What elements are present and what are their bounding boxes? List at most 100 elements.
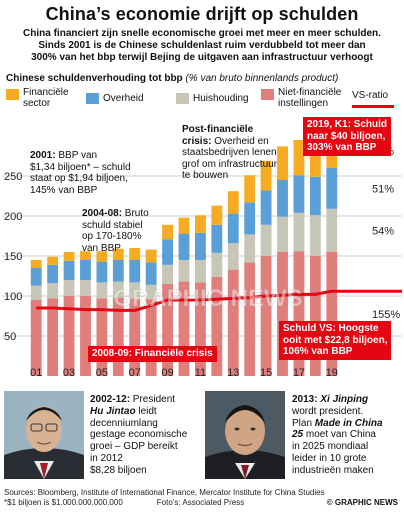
- bar-segment-financial: [211, 205, 223, 225]
- bar-segment-nonfinancial: [129, 298, 141, 376]
- legend-nonfinancial-line1: Niet-financiële: [278, 87, 342, 98]
- hu-l4: gestage economische: [90, 429, 188, 441]
- bar-segment-nonfinancial: [244, 262, 256, 376]
- apost-l0: Post-financiële: [182, 124, 254, 135]
- bar-segment-nonfinancial: [112, 297, 124, 376]
- right-label: 155%: [372, 309, 400, 321]
- bar-segment-financial: [129, 248, 141, 260]
- bar-segment-household: [293, 212, 305, 252]
- bar-segment-government: [309, 176, 321, 216]
- a2019-l3: 303% van BBP: [307, 142, 377, 153]
- caption-xi-jinping: 2013: Xi Jinping wordt president. Plan M…: [292, 394, 383, 477]
- x-tick-label: 05: [96, 367, 108, 379]
- hu-name: Hu Jintao: [90, 405, 136, 417]
- bar-segment-household: [195, 260, 206, 283]
- bar-segment-government: [211, 224, 223, 253]
- xi-l1: wordt president.: [292, 405, 364, 417]
- bar-segment-household: [244, 234, 256, 263]
- callout-us: Schuld VS: Hoogste ooit met $22,8 biljoe…: [279, 321, 392, 360]
- a2001-l3: staat op $1,94 biljoen,: [30, 173, 128, 184]
- x-tick-label: 19: [326, 367, 338, 379]
- a2019-l1: 2019, K1: Schuld: [307, 119, 388, 130]
- bar-segment-government: [112, 260, 124, 282]
- y-tick-label: 200: [4, 211, 22, 223]
- legend-financial-line1: Financiële: [23, 87, 69, 98]
- bar-segment-nonfinancial: [162, 284, 173, 376]
- bar-segment-household: [178, 260, 190, 282]
- legend: Financiële sector Overheid Huishouding N…: [6, 87, 398, 117]
- legend-swatch-household: [176, 93, 189, 104]
- page-title: China’s economie drijft op schulden: [45, 4, 359, 24]
- xi-l5: leider in 10 grote: [292, 452, 367, 464]
- bar-segment-household: [30, 285, 42, 300]
- apost-l2: Overheid en: [211, 135, 269, 147]
- bar-segment-government: [260, 190, 272, 225]
- legend-nonfinancial: Niet-financiële instellingen: [278, 87, 341, 109]
- subtitle: China financiert zijn snelle economische…: [6, 28, 398, 65]
- apost-l3: staatsbedrijven lenen: [182, 147, 277, 158]
- y-tick-label: 100: [4, 291, 22, 303]
- y-tick-label: 150: [4, 251, 22, 263]
- bar-segment-nonfinancial: [30, 300, 42, 376]
- legend-swatch-financial: [6, 89, 19, 100]
- bar-segment-government: [293, 175, 305, 213]
- y-tick-labels: 50 100 150 200 250: [4, 171, 22, 343]
- bar-segment-household: [277, 216, 288, 252]
- footnote: *$1 biljoen is $1.000.000.000.000: [4, 497, 123, 507]
- y-tick-label: 50: [4, 331, 16, 343]
- bar-segment-household: [63, 280, 75, 296]
- us-ratio-polyline: [36, 289, 402, 312]
- bar-segment-nonfinancial: [293, 251, 305, 376]
- x-tick-label: 09: [161, 367, 173, 379]
- xi-name: Xi Jinping: [317, 394, 369, 405]
- bar-segment-nonfinancial: [47, 298, 59, 376]
- watermark: GRAPHIC NEWS: [113, 285, 302, 312]
- bar-segment-household: [260, 224, 272, 256]
- apost-l1: crisis:: [182, 135, 212, 147]
- bar-segment-government: [162, 239, 173, 265]
- bar-segment-government: [80, 260, 91, 280]
- a2001-l4: 145% van BBP: [30, 184, 98, 196]
- bar-segment-government: [227, 213, 239, 244]
- bar-segment-household: [80, 280, 91, 296]
- hu-l5: groei – GDP bereikt: [90, 441, 178, 453]
- chart-heading-label: Chinese schuldenverhouding tot bbp: [6, 73, 183, 84]
- subtitle-line-1: China financiert zijn snelle economische…: [23, 28, 381, 39]
- bar-segment-financial: [63, 252, 75, 261]
- photo-hu-jintao: [4, 391, 84, 479]
- a2004-l1: Bruto: [122, 208, 149, 219]
- bar-segment-nonfinancial: [63, 296, 75, 376]
- hu-l2: leidt: [135, 405, 157, 417]
- a2004-l2: schuld stabiel: [82, 219, 143, 231]
- hu-l7: $8,28 biljoen: [90, 464, 147, 476]
- bar-segment-financial: [309, 144, 321, 177]
- bar-segment-financial: [47, 256, 59, 265]
- a2001-l1: BBP van: [55, 150, 98, 161]
- bar-segment-nonfinancial: [145, 299, 157, 376]
- bar-segment-nonfinancial: [277, 252, 288, 376]
- x-tick-label: 17: [293, 367, 305, 379]
- bar-segment-government: [145, 262, 157, 285]
- a2004-l4: van BBP: [82, 242, 121, 254]
- xi-year: 2013:: [292, 394, 318, 405]
- graphic-news-logo: © GRAPHIC NEWS: [326, 498, 398, 507]
- bar-segment-financial: [260, 160, 272, 191]
- us-ratio-line: [36, 289, 402, 312]
- bar-segment-government: [326, 168, 338, 209]
- legend-financial: Financiële sector: [23, 87, 69, 109]
- aus-l3: 106% van BBP: [283, 346, 353, 357]
- bar-segment-financial: [178, 217, 190, 234]
- legend-financial-line2: sector: [23, 98, 51, 109]
- x-tick-label: 07: [129, 367, 141, 379]
- annotation-2004-08: 2004-08: Bruto schuld stabiel op 170-180…: [82, 208, 149, 254]
- legend-us-line-swatch: [352, 105, 394, 108]
- photo-credit: Foto’s: Associated Press: [156, 497, 245, 507]
- bar-segment-nonfinancial: [80, 296, 91, 376]
- bar-segment-financial: [244, 175, 256, 203]
- bar-segment-household: [326, 208, 338, 252]
- bar-segment-government: [63, 260, 75, 280]
- xi-l2: Plan: [292, 417, 315, 429]
- bar-segment-financial: [30, 260, 42, 268]
- bar-segment-financial: [293, 140, 305, 176]
